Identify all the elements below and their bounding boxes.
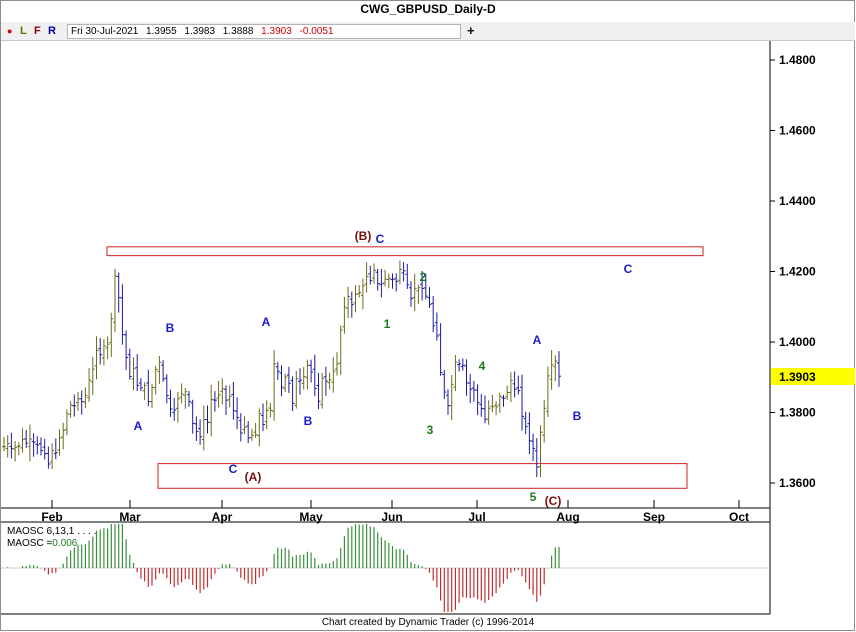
price-bars bbox=[2, 260, 561, 478]
ohlc-readout: Fri 30-Jul-2021 1.3955 1.3983 1.3888 1.3… bbox=[67, 24, 461, 39]
bar-high: 1.3983 bbox=[184, 26, 216, 37]
y-axis: 1.4800 1.4600 1.4400 1.4200 1.4000 1.3800 1.36… bbox=[770, 53, 816, 490]
footer-credit: Chart created by Dynamic Trader (c) 1996… bbox=[321, 617, 535, 628]
x-tick-label: Aug bbox=[556, 510, 579, 524]
bar-change: -0.0051 bbox=[299, 26, 334, 37]
y-tick-label: 1.3600 bbox=[779, 476, 816, 490]
zone-rect bbox=[106, 246, 704, 257]
x-tick-label: May bbox=[299, 510, 323, 524]
wave-labels: (B) C 2 C B A 1 A 4 A B B 3 C (A) 5 (C) bbox=[134, 229, 633, 508]
x-tick-label: Mar bbox=[119, 510, 141, 524]
oscillator-value-label: MAOSC = bbox=[7, 538, 53, 549]
flag-f[interactable]: F bbox=[34, 25, 41, 37]
wave-label: B bbox=[573, 409, 582, 423]
oscillator-value-number: 0.006 bbox=[52, 538, 78, 549]
flag-l[interactable]: L bbox=[20, 25, 27, 37]
wave-label: A bbox=[533, 333, 542, 347]
wave-label: C bbox=[229, 462, 238, 476]
x-tick-label: Sep bbox=[643, 510, 665, 524]
chart-title: CWG_GBPUSD_Daily-D bbox=[360, 2, 496, 16]
wave-label: 2 bbox=[420, 270, 427, 284]
x-tick-label: Apr bbox=[212, 510, 233, 524]
last-price-marker: 1.3903 bbox=[771, 368, 855, 385]
wave-label: B bbox=[166, 321, 175, 335]
flag-dot[interactable]: ● bbox=[7, 26, 13, 36]
x-tick-label: Feb bbox=[41, 510, 62, 524]
bar-low: 1.3888 bbox=[222, 26, 254, 37]
y-tick-label: 1.4600 bbox=[779, 124, 816, 138]
last-price-highlight bbox=[771, 368, 855, 385]
wave-label: 4 bbox=[479, 359, 486, 373]
x-tick-label: Jun bbox=[381, 510, 402, 524]
plus-icon[interactable]: + bbox=[467, 23, 475, 38]
y-tick-label: 1.4200 bbox=[779, 265, 816, 279]
info-bar: ● L F R Fri 30-Jul-2021 1.3955 1.3983 1.… bbox=[1, 22, 855, 41]
wave-label: A bbox=[262, 315, 271, 329]
x-axis: Feb Mar Apr May Jun Jul Aug Sep Oct bbox=[41, 500, 749, 524]
wave-label: C bbox=[376, 232, 385, 246]
zone-rect bbox=[157, 463, 688, 489]
oscillator-label: MAOSC 6,13,1 . . . . bbox=[7, 526, 97, 537]
oscillator-value: MAOSC =0.006 bbox=[7, 538, 77, 549]
y-tick-label: 1.3800 bbox=[779, 406, 816, 420]
wave-label: 3 bbox=[427, 423, 434, 437]
bar-close: 1.3903 bbox=[261, 26, 292, 37]
maosc-histogram bbox=[1, 524, 770, 612]
y-tick-label: 1.4400 bbox=[779, 194, 816, 208]
wave-label: 1 bbox=[384, 317, 391, 331]
wave-label: (B) bbox=[355, 229, 372, 243]
wave-label: (A) bbox=[245, 470, 262, 484]
x-tick-label: Jul bbox=[468, 510, 485, 524]
flag-r[interactable]: R bbox=[48, 25, 56, 37]
price-zones bbox=[106, 246, 704, 489]
y-tick-label: 1.4000 bbox=[779, 335, 816, 349]
wave-label: C bbox=[624, 262, 633, 276]
bar-open: 1.3955 bbox=[146, 26, 177, 37]
wave-label: (C) bbox=[545, 494, 562, 508]
wave-label: A bbox=[134, 419, 143, 433]
bar-date: Fri 30-Jul-2021 bbox=[71, 26, 139, 37]
last-price-label: 1.3903 bbox=[779, 370, 816, 384]
x-tick-label: Oct bbox=[729, 510, 749, 524]
wave-label: 5 bbox=[530, 490, 537, 504]
y-tick-label: 1.4800 bbox=[779, 53, 816, 67]
wave-label: B bbox=[304, 414, 313, 428]
